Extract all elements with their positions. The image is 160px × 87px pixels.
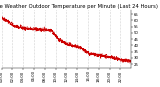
Title: Milwaukee Weather Outdoor Temperature per Minute (Last 24 Hours): Milwaukee Weather Outdoor Temperature pe… [0, 4, 158, 9]
